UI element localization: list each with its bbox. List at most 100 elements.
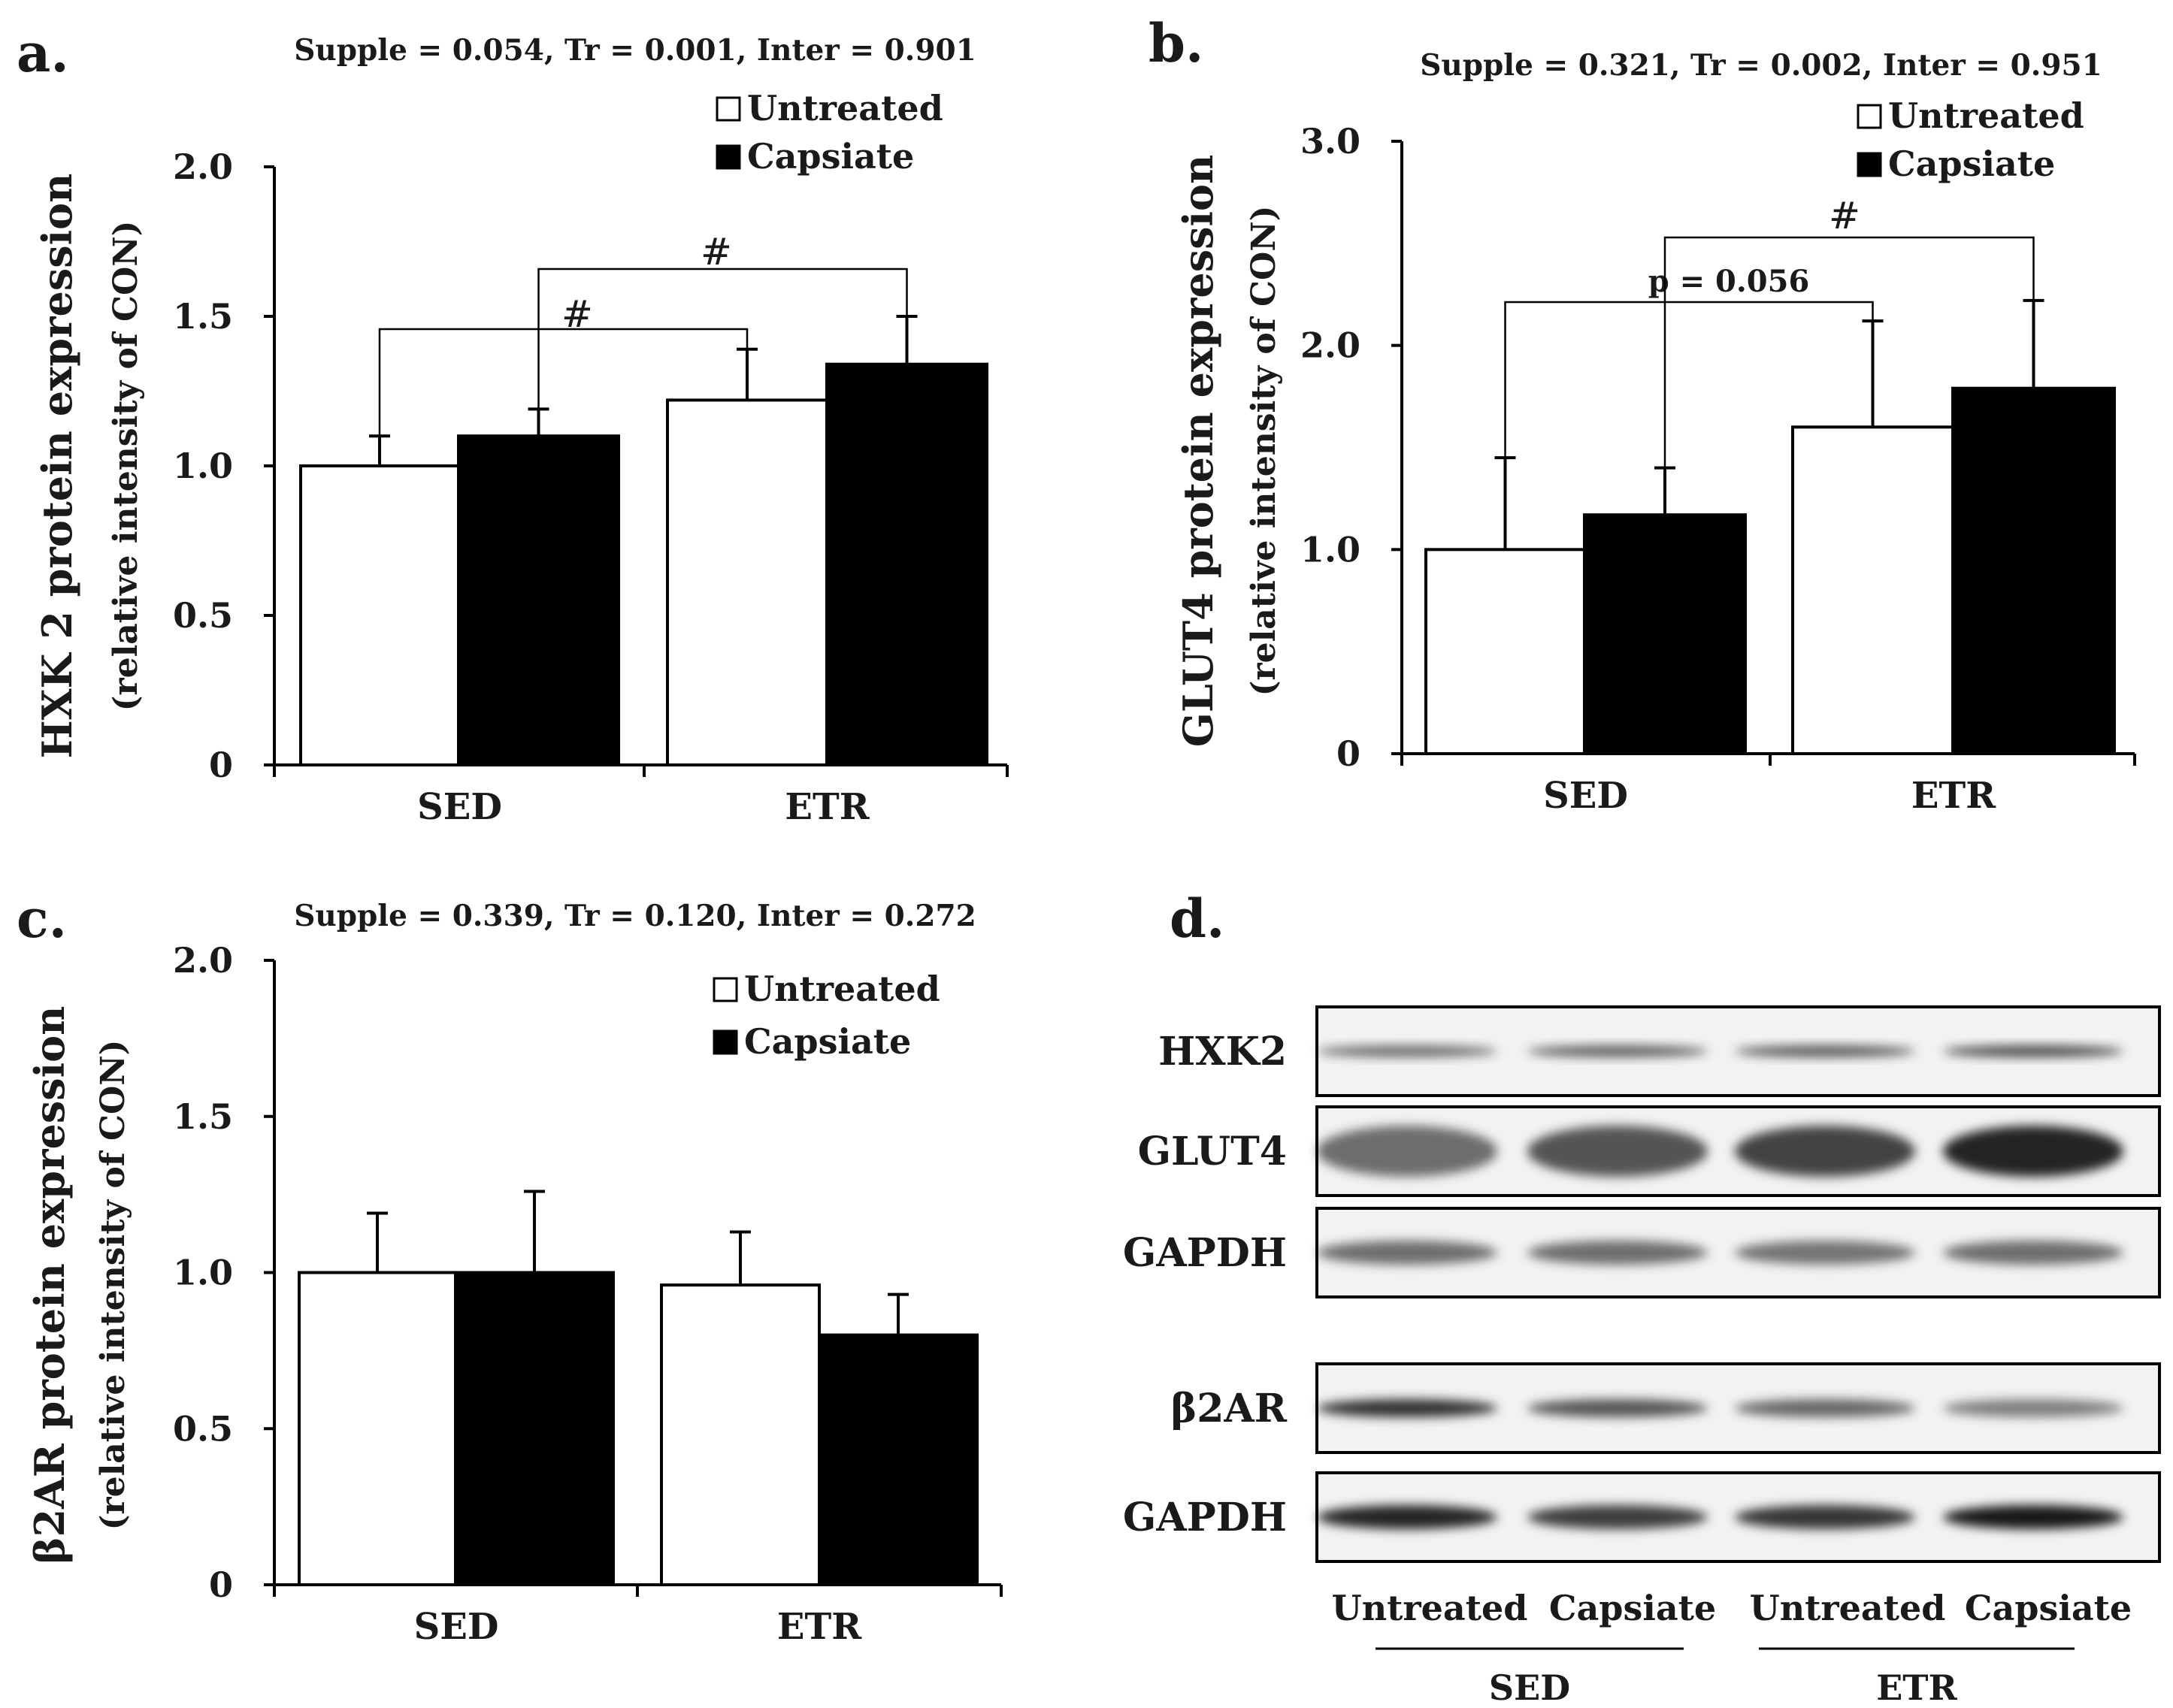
bar-untreated-etr — [666, 398, 828, 766]
chart-title: Supple = 0.321, Tr = 0.002, Inter = 0.95… — [1420, 48, 2102, 83]
y-tick-label: 1.5 — [173, 296, 233, 337]
significance-bracket — [537, 268, 908, 410]
legend-entry: Capsiate — [744, 1021, 911, 1062]
blot-band — [1735, 1045, 1915, 1057]
legend-entry: Untreated — [1888, 95, 2084, 136]
blot-band — [1943, 1241, 2123, 1265]
bar-untreated-sed — [298, 1271, 457, 1586]
blot-lane-label: Capsiate — [1965, 1588, 2132, 1628]
panel-letter: d. — [1170, 887, 1224, 950]
x-category-label: SED — [1543, 775, 1628, 817]
blot-row-label: GLUT4 — [1138, 1129, 1287, 1174]
legend-swatch-capsiate — [713, 1029, 738, 1055]
blot-band — [1527, 1399, 1708, 1417]
y-tick-label: 2.0 — [173, 940, 233, 981]
panel-a-chart: a. Supple = 0.054, Tr = 0.001, Inter = 0.… — [17, 22, 1009, 828]
y-tick-label: 0 — [209, 1564, 233, 1605]
y-tick-label: 2.0 — [173, 147, 233, 187]
y-tick-label: 0 — [1336, 733, 1360, 774]
panel-c-chart: c. Supple = 0.339, Tr = 0.120, Inter = 0.… — [17, 887, 1003, 1648]
x-category-label: ETR — [785, 786, 870, 828]
bar-untreated-etr — [1791, 425, 1954, 755]
legend-entry: Capsiate — [1888, 144, 2055, 184]
x-category-label: SED — [417, 786, 502, 828]
legend-swatch-capsiate — [1857, 152, 1882, 177]
bar-untreated-sed — [1424, 548, 1586, 755]
significance-label: # — [701, 230, 732, 274]
chart-title: Supple = 0.339, Tr = 0.120, Inter = 0.27… — [294, 899, 976, 933]
blot-band — [1317, 1126, 1497, 1177]
bar-capsiate-sed — [457, 434, 620, 766]
bar-untreated-sed — [299, 464, 460, 766]
blot-band — [1943, 1505, 2123, 1529]
legend-entry: Untreated — [747, 88, 943, 128]
legend-entry: Capsiate — [747, 136, 914, 177]
blot-band — [1735, 1126, 1915, 1177]
bar-capsiate-sed — [1583, 513, 1747, 756]
blot-band — [1735, 1399, 1915, 1417]
y-tick-label: 1.0 — [1300, 529, 1360, 570]
blot-band — [1527, 1045, 1708, 1057]
blot-band — [1735, 1505, 1915, 1529]
blot-group-label: ETR — [1876, 1667, 1957, 1708]
panel-b-chart: b. Supple = 0.321, Tr = 0.002, Inter = 0.… — [1149, 12, 2136, 817]
blot-band — [1527, 1241, 1708, 1265]
blot-band — [1527, 1505, 1708, 1529]
blot-band — [1527, 1126, 1708, 1177]
blot-band — [1943, 1126, 2123, 1177]
blot-lane-label: Untreated — [1750, 1588, 1946, 1628]
blot-band — [1943, 1399, 2123, 1417]
legend-swatch-untreated — [716, 96, 741, 122]
bar-capsiate-sed — [454, 1271, 615, 1586]
legend-entry: Untreated — [744, 969, 940, 1009]
chart-title: Supple = 0.054, Tr = 0.001, Inter = 0.90… — [294, 33, 976, 68]
legend-swatch-untreated — [1857, 104, 1882, 129]
y-axis-label: β2AR protein expression — [26, 1006, 74, 1564]
blot-band — [1317, 1241, 1497, 1265]
y-axis-sublabel: (relative intensity of CON) — [107, 221, 145, 712]
significance-bracket — [1504, 301, 1874, 458]
bar-capsiate-etr — [1951, 386, 2116, 755]
blot-row-label: β2AR — [1171, 1386, 1288, 1431]
blot-band — [1943, 1045, 2123, 1057]
panel-letter: a. — [17, 22, 69, 84]
panel-letter: c. — [17, 887, 67, 950]
significance-label: # — [561, 292, 593, 336]
significance-label: p = 0.056 — [1648, 264, 1810, 299]
bar-untreated-etr — [660, 1283, 821, 1586]
blot-group-label: SED — [1489, 1667, 1570, 1708]
significance-label: # — [1829, 194, 1860, 237]
blot-band — [1317, 1045, 1497, 1057]
significance-bracket — [1663, 236, 2035, 468]
significance-bracket — [378, 328, 749, 437]
y-tick-label: 0.5 — [173, 595, 233, 636]
blot-lane-label: Untreated — [1332, 1588, 1528, 1628]
blot-lane-label: Capsiate — [1549, 1588, 1716, 1628]
y-tick-label: 2.0 — [1300, 325, 1360, 366]
y-tick-label: 3.0 — [1300, 121, 1360, 162]
y-axis-label: GLUT4 protein expression — [1174, 155, 1222, 748]
y-tick-label: 0.5 — [173, 1408, 233, 1449]
y-axis-label: HXK 2 protein expression — [33, 174, 81, 759]
panel-letter: b. — [1149, 12, 1203, 74]
x-category-label: ETR — [1911, 775, 1996, 817]
bar-capsiate-etr — [825, 362, 988, 766]
legend-swatch-capsiate — [716, 144, 741, 170]
legend-swatch-untreated — [713, 977, 738, 1002]
y-tick-label: 1.5 — [173, 1096, 233, 1137]
blot-row-label: GAPDH — [1123, 1230, 1287, 1276]
x-category-label: ETR — [777, 1606, 862, 1648]
blot-band — [1317, 1399, 1497, 1417]
blot-band — [1735, 1241, 1915, 1265]
y-axis-sublabel: (relative intensity of CON) — [94, 1040, 132, 1531]
blot-row-label: HXK2 — [1158, 1029, 1287, 1075]
blot-row-label: GAPDH — [1123, 1495, 1287, 1540]
y-axis-sublabel: (relative intensity of CON) — [1245, 206, 1283, 697]
y-tick-label: 1.0 — [173, 1253, 233, 1293]
y-tick-label: 0 — [209, 745, 233, 785]
bar-capsiate-etr — [818, 1333, 979, 1586]
blot-band — [1317, 1505, 1497, 1529]
panel-d-western-blot: d. HXK2 GLUT4 GAPDH β2AR GAPDH Untreated Capsia… — [1123, 887, 2161, 1708]
x-category-label: SED — [414, 1606, 499, 1648]
